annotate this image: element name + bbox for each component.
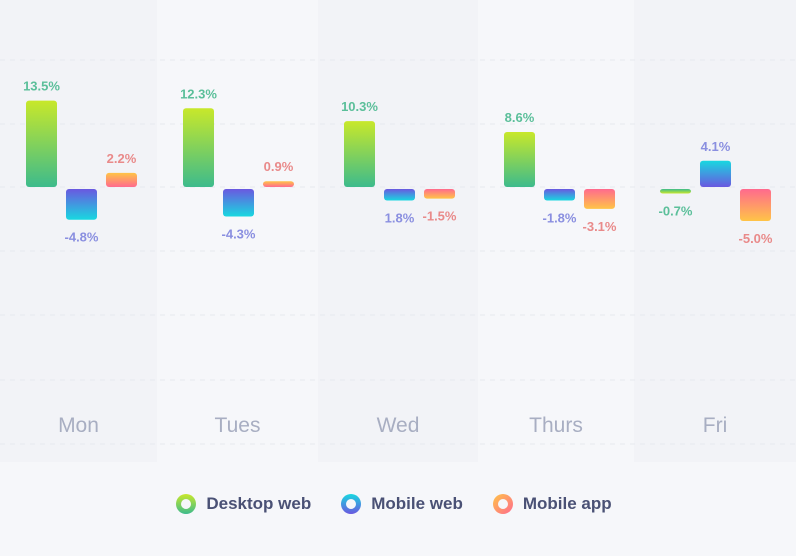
bar-mobile-app bbox=[424, 189, 455, 199]
data-label: -1.5% bbox=[423, 209, 457, 224]
data-label: 8.6% bbox=[505, 110, 535, 125]
bar-desktop-web bbox=[344, 121, 375, 187]
data-label: -4.3% bbox=[222, 227, 256, 242]
data-label: 4.1% bbox=[701, 139, 731, 154]
column-background bbox=[318, 0, 478, 462]
data-label: 10.3% bbox=[341, 99, 378, 114]
bar-mobile-app bbox=[106, 172, 137, 187]
data-label: 0.9% bbox=[264, 159, 294, 174]
bar-desktop-web bbox=[660, 189, 691, 194]
data-label: -3.1% bbox=[583, 219, 617, 234]
data-label: -0.7% bbox=[659, 203, 693, 218]
legend-desktop-web[interactable]: Desktop web bbox=[176, 494, 311, 514]
data-label: 1.8% bbox=[385, 211, 415, 226]
mobile-web-ring-icon bbox=[341, 494, 362, 514]
column-background bbox=[0, 0, 157, 462]
x-tick-label: Thurs bbox=[529, 414, 583, 437]
legend-label: Mobile web bbox=[371, 494, 463, 513]
bar-mobile-app bbox=[584, 189, 615, 209]
data-label: -1.8% bbox=[543, 211, 577, 226]
legend-label: Mobile app bbox=[522, 494, 612, 513]
data-label: 12.3% bbox=[180, 86, 217, 101]
x-tick-label: Wed bbox=[377, 414, 420, 437]
mobile-app-ring-icon bbox=[492, 494, 513, 514]
bar-desktop-web bbox=[504, 131, 535, 187]
legend-mobile-app[interactable]: Mobile app bbox=[492, 494, 612, 514]
column-background bbox=[157, 0, 318, 462]
x-tick-label: Mon bbox=[58, 414, 99, 437]
legend-mobile-web[interactable]: Mobile web bbox=[341, 494, 463, 514]
data-label: 13.5% bbox=[23, 79, 60, 94]
bar-mobile-web bbox=[384, 189, 415, 201]
legend: Desktop web Mobile web Mobile app bbox=[0, 494, 796, 514]
desktop-web-ring-icon bbox=[176, 494, 197, 514]
bar-mobile-web bbox=[66, 189, 97, 220]
bar-mobile-app bbox=[740, 189, 771, 221]
bar-mobile-app bbox=[263, 181, 294, 187]
data-label: 2.2% bbox=[107, 151, 137, 166]
data-label: -5.0% bbox=[739, 231, 773, 246]
legend-label: Desktop web bbox=[206, 494, 312, 513]
bar-desktop-web bbox=[183, 108, 214, 187]
column-background bbox=[634, 0, 796, 462]
data-label: -4.8% bbox=[65, 230, 99, 245]
x-tick-label: Fri bbox=[703, 414, 728, 437]
bar-chart: 13.5% -4.8% 2.2% Mon 12.3% -4.3% 0.9% Tues 10.3%… bbox=[0, 0, 796, 462]
column-background bbox=[478, 0, 634, 462]
bar-mobile-web bbox=[700, 160, 731, 187]
bar-mobile-web bbox=[544, 189, 575, 201]
x-tick-label: Tues bbox=[215, 414, 261, 437]
bar-desktop-web bbox=[26, 100, 57, 187]
bar-mobile-web bbox=[223, 189, 254, 217]
